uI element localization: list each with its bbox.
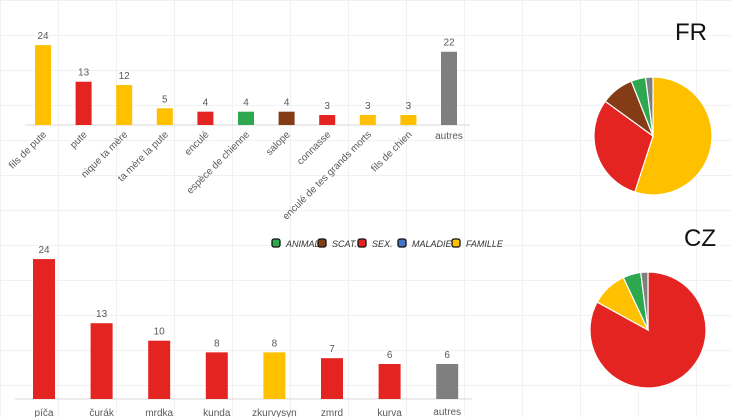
fr-pie-title: FR — [675, 19, 707, 46]
bar — [90, 323, 113, 399]
data-label: 24 — [38, 245, 50, 256]
bar — [197, 111, 214, 125]
legend-swatch — [357, 238, 367, 248]
bar — [378, 364, 401, 399]
tick-label: salope — [264, 129, 293, 158]
legend-label: MALADIE — [412, 239, 453, 249]
cz-pie-title: CZ — [684, 225, 716, 252]
bar — [359, 115, 376, 125]
data-label: 7 — [329, 344, 335, 355]
pie-slice — [644, 76, 654, 137]
tick-label: kunda — [203, 408, 231, 417]
tick-label: čurák — [89, 408, 114, 417]
tick-label: zkurvysyn — [252, 408, 296, 417]
legend-swatch — [451, 238, 461, 248]
data-label: 13 — [78, 68, 90, 79]
data-label: 8 — [272, 338, 278, 349]
tick-label: píča — [35, 408, 54, 417]
tick-label: autres — [433, 407, 461, 417]
data-label: 22 — [443, 38, 455, 49]
tick-label: fils de pute — [7, 129, 49, 171]
tick-label: autres — [435, 131, 463, 142]
bar — [400, 115, 417, 125]
data-label: 24 — [37, 31, 49, 42]
bar — [441, 51, 457, 125]
pie-slice — [634, 76, 713, 196]
legend-swatch — [271, 238, 281, 248]
legend-swatch — [397, 238, 407, 248]
tick-label: kurva — [377, 408, 402, 417]
data-label: 10 — [154, 327, 166, 338]
data-label: 6 — [444, 350, 450, 361]
legend-swatch — [317, 238, 327, 248]
pie-slice — [640, 271, 649, 331]
bar — [33, 259, 55, 399]
bar — [321, 358, 343, 399]
bar — [116, 85, 133, 125]
data-label: 8 — [214, 338, 220, 349]
legend-label: SCAT. — [332, 239, 357, 249]
bar — [148, 340, 171, 399]
bar — [75, 81, 92, 125]
bar — [263, 352, 286, 399]
pie-slice — [593, 100, 654, 193]
data-label: 12 — [119, 71, 131, 82]
data-label: 4 — [284, 98, 290, 109]
bar — [238, 111, 254, 125]
tick-label: fils de chien — [369, 129, 414, 174]
data-label: 4 — [243, 98, 249, 109]
bar — [436, 364, 459, 399]
tick-label: zmrd — [321, 408, 343, 417]
tick-label: connasse — [295, 129, 333, 167]
data-label: 3 — [406, 101, 412, 112]
tick-label: enculé — [183, 129, 212, 158]
data-label: 3 — [365, 101, 371, 112]
tick-label: pute — [68, 129, 90, 151]
legend: ANIMAL SCAT. SEX. MALADIE FAMILLE — [271, 238, 504, 249]
bar — [278, 111, 295, 125]
data-label: 4 — [203, 98, 209, 109]
tick-label: enculé de tes grands morts — [281, 129, 374, 222]
legend-label: FAMILLE — [466, 239, 504, 249]
bar — [205, 352, 228, 399]
legend-label: ANIMAL — [285, 239, 320, 249]
data-label: 13 — [96, 309, 108, 320]
data-label: 6 — [387, 350, 393, 361]
bar — [35, 45, 51, 125]
bar — [319, 115, 336, 125]
bar — [156, 108, 173, 125]
tick-label: mrdka — [145, 408, 173, 417]
data-label: 5 — [162, 94, 168, 105]
data-label: 3 — [324, 101, 330, 112]
legend-label: SEX. — [372, 239, 393, 249]
